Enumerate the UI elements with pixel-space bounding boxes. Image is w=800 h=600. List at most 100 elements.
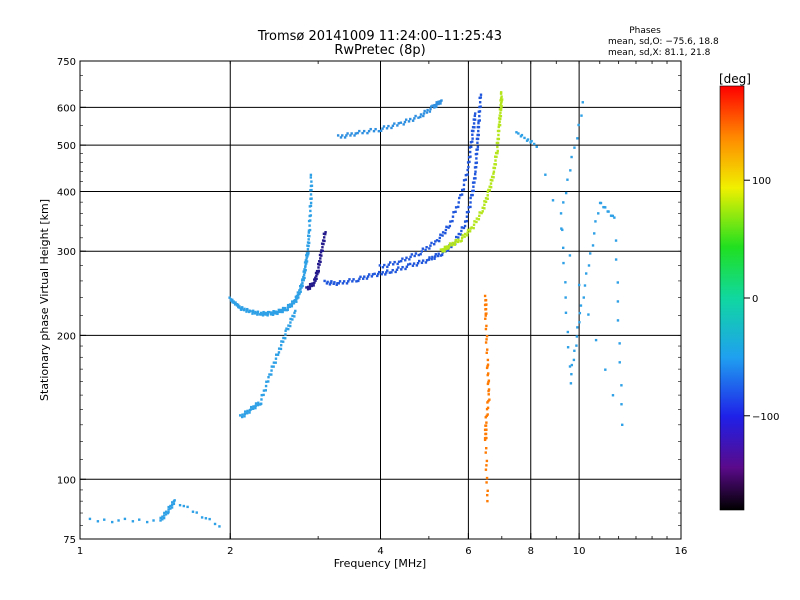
data-point-o-trace-F [433, 255, 437, 258]
data-point-e-region-low [173, 499, 176, 502]
data-point-x-trace-F [445, 245, 449, 248]
data-point-o-trace-F-upper [467, 156, 471, 159]
data-point-low-trace [281, 340, 285, 343]
data-point-o-trace-E [279, 308, 283, 312]
data-point-low-trace [268, 373, 271, 376]
data-point-x-trace-F [484, 197, 488, 200]
chart-subtitle: RwPretec (8p) [334, 43, 425, 58]
data-point-o-trace-F-upper [471, 133, 474, 136]
data-point-o-trace-E [266, 314, 269, 317]
data-point-low-trace [254, 402, 258, 405]
data-point-o-trace-F-upper [470, 145, 473, 149]
data-point-o-trace-F-upper [397, 260, 401, 263]
data-point-o-trace-E [259, 311, 263, 315]
data-point-sparse-misc [620, 403, 623, 406]
data-point-o-trace-F [474, 166, 478, 169]
data-point-o-trace-F-upper [458, 196, 461, 200]
data-point-o-trace-E [277, 310, 280, 314]
data-point-x-trace-F [443, 245, 447, 249]
data-point-o-trace-F [463, 220, 467, 223]
data-point-x-trace-F [443, 249, 446, 253]
data-point-low-trace [282, 336, 285, 340]
data-point-sparse-misc [569, 169, 572, 172]
data-point-dark-cusp [317, 266, 320, 269]
data-point-low-trace [267, 376, 270, 379]
data-point-sparse-misc [604, 206, 607, 209]
data-point-o-trace-F-upper [457, 205, 460, 209]
data-point-o-trace-F [328, 283, 332, 286]
data-point-sparse-orange [484, 317, 487, 320]
data-point-o-trace-F-upper [392, 263, 395, 266]
data-point-sparse-misc [611, 214, 615, 218]
data-point-o-trace-F-upper [447, 226, 450, 229]
data-point-e-region-low [163, 511, 166, 515]
phase-stats-line2: mean, sd,X: 81.1, 21.8 [608, 48, 711, 58]
data-point-e-region-low [195, 511, 198, 514]
data-point-spread-layer [362, 129, 366, 133]
data-point-o-trace-E [234, 301, 237, 304]
data-point-dark-cusp [320, 242, 324, 245]
data-point-sparse-orange [485, 335, 489, 338]
data-point-x-trace-F [478, 214, 481, 218]
data-point-o-trace-F [470, 193, 473, 197]
data-point-x-trace-F [486, 194, 489, 197]
data-point-x-trace-F [492, 166, 495, 170]
data-point-o-trace-F [457, 232, 460, 236]
data-point-dark-cusp [317, 271, 320, 274]
data-point-o-trace-F [479, 93, 483, 96]
data-point-o-trace-E [243, 307, 246, 311]
data-point-spread-layer [433, 106, 436, 109]
data-point-o-trace-F [391, 268, 394, 272]
data-point-spread-layer [402, 123, 405, 126]
data-point-o-trace-F [478, 119, 481, 122]
data-point-o-trace-E [298, 289, 301, 292]
data-point-x-trace-F [494, 159, 497, 162]
phase-stats-line1: mean, sd,O: −75.6, 18.8 [608, 37, 719, 47]
data-point-o-trace-F [335, 283, 338, 286]
data-point-e-region-low [182, 504, 186, 508]
data-point-o-trace-F [338, 280, 342, 283]
data-point-spread-layer [367, 129, 371, 133]
chart-titles: Tromsø 20141009 11:24:00–11:25:43 RwPret… [257, 29, 502, 58]
data-point-spread-layer [336, 134, 340, 137]
data-point-o-trace-F-upper [419, 253, 422, 256]
data-point-o-trace-F [421, 259, 425, 262]
data-point-sparse-orange [487, 399, 490, 403]
data-point-o-trace-E [256, 310, 260, 313]
data-point-e-region-low [213, 522, 217, 526]
data-point-spread-layer [346, 132, 349, 135]
data-point-x-trace-F [460, 239, 463, 242]
data-point-o-trace-F-upper [430, 241, 433, 245]
data-point-o-trace-E [307, 244, 310, 248]
data-point-sparse-orange [484, 424, 487, 427]
data-point-x-trace-F [470, 226, 473, 229]
data-point-sparse-misc [578, 311, 582, 315]
data-point-o-trace-F [474, 177, 477, 180]
data-point-e-region-low [117, 519, 120, 522]
data-point-o-trace-E [248, 310, 251, 314]
data-point-low-trace [257, 401, 260, 405]
data-point-o-trace-E [286, 306, 290, 309]
data-point-sparse-orange [485, 447, 488, 450]
data-point-sparse-misc [519, 135, 523, 138]
data-point-spread-layer [341, 134, 344, 137]
data-point-sparse-misc [616, 281, 620, 284]
data-point-sparse-misc [577, 283, 581, 287]
data-point-sparse-orange [486, 401, 489, 404]
x-axis-label: Frequency [MHz] [334, 557, 426, 570]
data-point-o-trace-F-upper [408, 258, 411, 261]
data-point-low-trace [287, 327, 290, 331]
data-point-x-trace-F [460, 236, 464, 240]
data-point-x-trace-F [488, 189, 492, 192]
data-point-o-trace-F-upper [401, 257, 404, 260]
data-point-o-trace-F [477, 121, 480, 125]
data-point-spread-layer [356, 131, 359, 135]
data-point-low-trace [291, 318, 294, 321]
data-point-o-trace-F-upper [470, 129, 474, 133]
data-point-low-trace [246, 409, 249, 413]
data-point-sparse-orange [486, 348, 489, 351]
colorbar-ticks: −100 0 100 [744, 176, 779, 423]
data-point-dark-cusp [306, 285, 310, 289]
data-point-sparse-misc [575, 335, 579, 338]
y-tick-label: 300 [57, 247, 76, 258]
